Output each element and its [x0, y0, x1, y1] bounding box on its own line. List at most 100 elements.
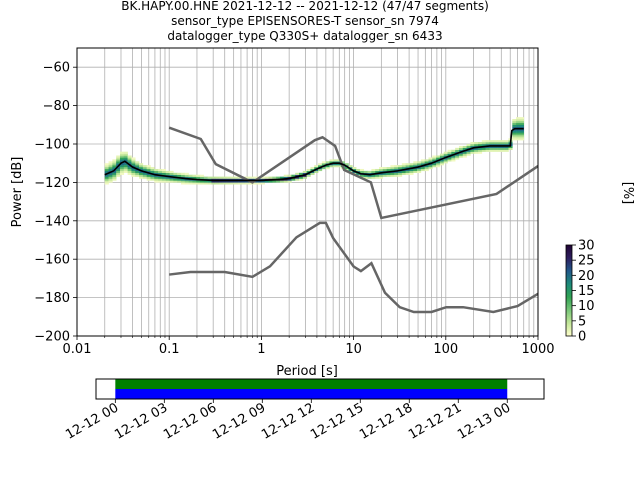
- heatmap-cell: [489, 149, 494, 152]
- heatmap-cell: [230, 178, 235, 181]
- heatmap-cell: [241, 178, 246, 181]
- heatmap-cell: [481, 140, 486, 143]
- heatmap-cell: [123, 159, 128, 162]
- heatmap-cell: [325, 167, 330, 170]
- heatmap-cell: [302, 172, 307, 175]
- heatmap-cell: [268, 176, 273, 179]
- heatmap-cell: [466, 144, 471, 147]
- heatmap-cell: [485, 145, 490, 149]
- heatmap-cell: [119, 167, 125, 170]
- heatmap-cell: [458, 153, 464, 156]
- heatmap-cell: [215, 178, 220, 181]
- heatmap-cell: [234, 180, 239, 183]
- heatmap-cell: [123, 155, 128, 158]
- heatmap-cell: [177, 174, 182, 177]
- heatmap-cell: [222, 176, 227, 179]
- heatmap-cell: [500, 149, 505, 152]
- heatmap-cell: [375, 174, 380, 177]
- heatmap-cell: [234, 182, 239, 185]
- heatmap-cell: [363, 176, 368, 179]
- heatmap-cell: [188, 180, 193, 183]
- heatmap-cell: [188, 176, 193, 179]
- heatmap-cell: [458, 147, 464, 150]
- heatmap-cell: [112, 172, 117, 175]
- heatmap-cell: [443, 159, 448, 162]
- y-tick-label: −200: [34, 330, 70, 345]
- heatmap-cell: [135, 172, 140, 175]
- heatmap-cell: [375, 168, 380, 172]
- heatmap-cell: [139, 170, 144, 173]
- heatmap-cell: [386, 174, 391, 177]
- heatmap-cell: [154, 176, 159, 179]
- heatmap-cell: [409, 172, 414, 175]
- heatmap-cell: [436, 161, 441, 164]
- heatmap-cell: [325, 161, 330, 164]
- heatmap-cell: [257, 182, 262, 185]
- heatmap-cell: [478, 144, 483, 147]
- heatmap-cell: [519, 122, 525, 125]
- heatmap-cell: [363, 170, 368, 173]
- heatmap-cell: [119, 165, 125, 168]
- heatmap-cell: [378, 176, 384, 179]
- heatmap-cell: [230, 182, 235, 185]
- heatmap-cell: [257, 180, 262, 183]
- heatmap-cell: [508, 147, 513, 150]
- heatmap-cell: [394, 172, 399, 175]
- y-tick-label: −60: [43, 61, 70, 76]
- heatmap-cell: [390, 174, 395, 177]
- heatmap-cell: [154, 168, 159, 172]
- heatmap-cell: [196, 176, 201, 179]
- heatmap-cell: [378, 170, 384, 173]
- heatmap-cell: [447, 157, 452, 160]
- heatmap-cell: [321, 161, 326, 164]
- heatmap-cell: [108, 176, 113, 179]
- heatmap-cell: [451, 159, 456, 162]
- heatmap-cell: [230, 176, 235, 179]
- heatmap-cell: [436, 165, 441, 168]
- heatmap-cell: [382, 168, 387, 172]
- heatmap-cell: [196, 180, 201, 183]
- heatmap-cell: [142, 172, 147, 175]
- heatmap-cell: [283, 180, 288, 183]
- heatmap-cell: [489, 145, 494, 149]
- heatmap-cell: [458, 145, 464, 149]
- heatmap-cell: [226, 176, 231, 179]
- colorbar-gradient: [565, 244, 573, 337]
- heatmap-cell: [219, 182, 224, 185]
- heatmap-cell: [398, 165, 403, 168]
- ppsd-plot-area: 0.01 0.1 1 10 100 1000 −200 −180 −160 −140 −120 −1…: [10, 47, 555, 379]
- colorbar-tick-label: 15: [578, 284, 595, 299]
- heatmap-cell: [504, 147, 509, 150]
- heatmap-cell: [424, 161, 429, 164]
- heatmap-cell: [489, 140, 494, 143]
- heatmap-cell: [287, 174, 292, 177]
- heatmap-cell: [439, 155, 445, 158]
- heatmap-cell: [219, 178, 224, 181]
- heatmap-cell: [295, 176, 300, 179]
- heatmap-cell: [139, 167, 144, 170]
- heatmap-cell: [104, 180, 109, 183]
- heatmap-cell: [439, 159, 445, 162]
- heatmap-cell: [481, 149, 486, 152]
- heatmap-cell: [409, 163, 414, 166]
- heatmap-cell: [146, 178, 151, 181]
- heatmap-cell: [462, 147, 467, 150]
- x-tick-label: 1000: [521, 342, 554, 357]
- heatmap-cell: [131, 170, 136, 173]
- heatmap-cell: [173, 178, 178, 181]
- heatmap-cell: [386, 168, 391, 172]
- heatmap-cell: [512, 136, 517, 139]
- heatmap-cell: [504, 145, 509, 149]
- heatmap-cell: [150, 176, 155, 179]
- heatmap-cell: [500, 144, 505, 147]
- heatmap-cell: [245, 182, 250, 185]
- heatmap-cell: [154, 172, 159, 175]
- heatmap-cell: [302, 170, 307, 173]
- heatmap-cell: [226, 180, 231, 183]
- heatmap-cell: [177, 178, 182, 181]
- heatmap-cell: [154, 174, 159, 177]
- heatmap-cell: [127, 168, 132, 172]
- heatmap-cell: [260, 176, 266, 179]
- heatmap-cell: [474, 151, 479, 154]
- heatmap-cell: [295, 172, 300, 175]
